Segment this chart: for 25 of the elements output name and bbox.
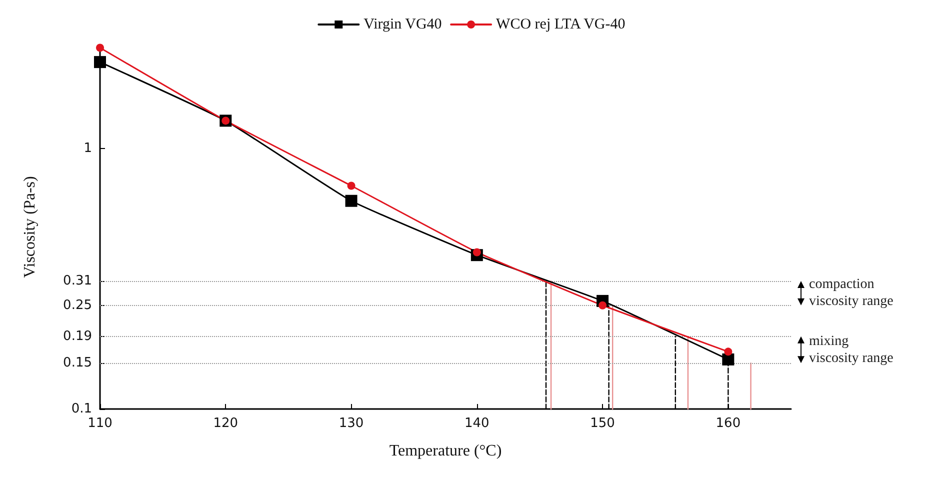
point: [722, 353, 734, 366]
x-tick-label: 120: [213, 416, 238, 431]
legend-label: WCO rej LTA VG-40: [496, 16, 626, 32]
x-tick-label: 110: [88, 416, 112, 431]
y-tick-label: 0.31: [63, 274, 92, 289]
legend-label: Virgin VG40: [364, 16, 442, 32]
y-tick-label: 1: [84, 141, 92, 156]
y-tick-label: 0.19: [63, 328, 92, 344]
text: mixing viscosity range: [809, 334, 894, 366]
point: [94, 56, 106, 68]
point: [96, 44, 104, 52]
x-tick-label: 150: [590, 416, 615, 431]
y-tick-label: 0.1: [71, 402, 92, 416]
point: [345, 194, 358, 207]
y-tick-label: 0.15: [63, 356, 92, 371]
x-axis-title: Temperature (°C): [389, 442, 502, 460]
point: [598, 301, 607, 310]
point: [724, 348, 732, 356]
text: compaction viscosity range: [809, 277, 894, 310]
x-tick-label: 160: [716, 416, 741, 431]
y-tick-label: 0.25: [63, 298, 92, 313]
y-axis-title: Viscosity (Pa-s): [22, 176, 38, 278]
x-tick-label: 140: [464, 416, 490, 431]
x-tick-label: 130: [338, 416, 364, 431]
point: [347, 182, 356, 190]
